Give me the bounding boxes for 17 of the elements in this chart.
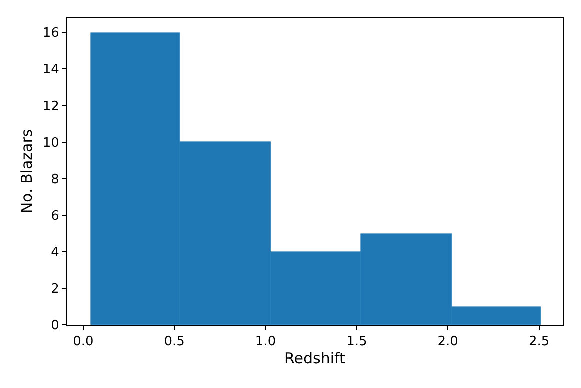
y-tick-label: 14 — [42, 62, 60, 78]
x-axis-title: Redshift — [284, 350, 346, 368]
y-tick-label: 8 — [51, 172, 60, 188]
x-tick-label: 1.5 — [346, 334, 368, 350]
x-tick-label: 0.5 — [164, 334, 185, 350]
y-tick-label: 10 — [42, 136, 60, 151]
y-tick-label: 6 — [51, 208, 60, 224]
y-tick-label: 0 — [51, 318, 60, 334]
y-tick-label: 2 — [51, 282, 60, 297]
y-axis-title: No. Blazars — [18, 129, 36, 214]
x-tick-label: 2.0 — [438, 334, 458, 350]
y-tick-label: 16 — [42, 26, 60, 42]
x-tick-label: 0.0 — [73, 334, 94, 350]
x-tick-label: 2.5 — [528, 334, 550, 350]
y-tick-label: 4 — [51, 245, 60, 260]
x-tick-label: 1.0 — [255, 334, 276, 350]
y-tick-label: 12 — [42, 99, 60, 114]
